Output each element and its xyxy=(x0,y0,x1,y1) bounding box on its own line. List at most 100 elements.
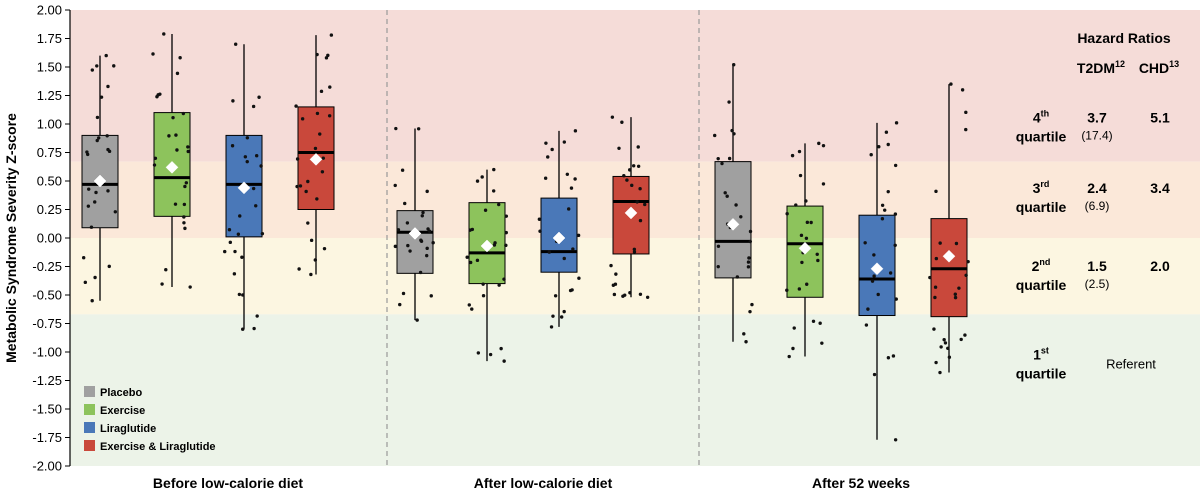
data-point xyxy=(877,145,881,149)
data-point xyxy=(504,230,508,235)
data-point xyxy=(938,370,942,375)
data-point xyxy=(174,133,178,137)
data-point xyxy=(181,111,186,116)
data-point xyxy=(295,157,300,161)
referent-label: Referent xyxy=(1106,357,1156,372)
data-point xyxy=(716,264,720,269)
data-point xyxy=(550,147,554,152)
data-point xyxy=(318,132,322,136)
data-point xyxy=(638,187,642,191)
data-point xyxy=(820,341,824,345)
data-point xyxy=(470,307,474,311)
data-point xyxy=(160,282,164,286)
data-point xyxy=(562,140,567,144)
data-point xyxy=(880,203,885,207)
data-point xyxy=(497,283,501,287)
data-point xyxy=(94,190,98,195)
data-point xyxy=(492,167,496,172)
mean-marker xyxy=(237,181,251,195)
data-point xyxy=(816,258,820,263)
data-point xyxy=(963,333,967,337)
data-point xyxy=(562,309,566,314)
data-point xyxy=(158,92,162,96)
data-point xyxy=(939,345,943,349)
data-point xyxy=(87,187,91,191)
data-point xyxy=(237,292,242,297)
data-point xyxy=(186,149,190,154)
box-exercise-3 xyxy=(785,141,826,359)
data-point xyxy=(957,286,961,290)
group-label-2: After low-calorie diet xyxy=(474,475,613,491)
data-point xyxy=(260,231,265,236)
data-point xyxy=(821,182,826,186)
data-point xyxy=(393,244,398,249)
data-point xyxy=(888,271,893,275)
data-point xyxy=(431,241,435,245)
data-point xyxy=(537,217,542,221)
box-placebo-1 xyxy=(81,53,119,303)
data-point xyxy=(746,265,751,269)
group-labels: Before low-calorie diet After low-calorie… xyxy=(153,475,910,491)
data-point xyxy=(178,56,182,60)
data-point xyxy=(329,33,334,37)
data-point xyxy=(570,288,574,292)
data-point xyxy=(90,68,95,72)
data-point xyxy=(636,145,640,149)
y-tick-label: 2.00 xyxy=(37,3,62,18)
data-point xyxy=(734,203,738,207)
data-point xyxy=(298,184,303,188)
data-point xyxy=(429,294,433,298)
data-point xyxy=(546,155,550,159)
data-point xyxy=(964,273,968,277)
data-point xyxy=(573,177,577,181)
data-point xyxy=(893,243,897,247)
data-point xyxy=(400,168,405,172)
data-point xyxy=(85,150,89,154)
data-point xyxy=(547,250,551,254)
hr-chd-value: 5.1 xyxy=(1150,110,1170,126)
legend-label: Exercise & Liraglutide xyxy=(100,441,216,453)
data-point xyxy=(947,355,952,359)
data-point xyxy=(886,142,890,147)
data-point xyxy=(476,351,481,355)
data-point xyxy=(785,212,789,216)
quartile-word: quartile xyxy=(1016,199,1067,215)
box-liraglutide-1 xyxy=(223,42,265,331)
data-point xyxy=(632,250,637,254)
legend-label: Liraglutide xyxy=(100,423,156,435)
mean-marker xyxy=(798,241,812,255)
box-exercise-2 xyxy=(465,167,509,363)
data-point xyxy=(735,275,740,279)
data-point xyxy=(636,164,641,168)
data-point xyxy=(872,372,877,377)
data-point xyxy=(468,260,473,265)
data-point xyxy=(184,181,189,185)
data-point xyxy=(419,238,423,242)
y-tick-label: 0.75 xyxy=(37,145,62,160)
data-point xyxy=(643,202,647,207)
data-point xyxy=(797,287,802,291)
data-point xyxy=(396,228,401,232)
data-point xyxy=(744,340,748,344)
hr-chd-value: 3.4 xyxy=(1150,180,1170,196)
data-point xyxy=(799,233,804,238)
data-point xyxy=(785,288,789,292)
data-point xyxy=(798,173,803,178)
y-tick-label: 1.00 xyxy=(37,117,62,132)
legend-swatch xyxy=(84,404,95,415)
y-tick-label: 0.25 xyxy=(37,202,62,217)
quartile-word: quartile xyxy=(1016,129,1067,145)
data-point xyxy=(747,256,751,260)
data-point xyxy=(241,293,245,297)
data-point xyxy=(162,32,166,36)
data-point xyxy=(175,148,179,152)
data-point xyxy=(934,189,938,194)
data-point xyxy=(309,238,314,243)
data-point xyxy=(393,183,397,188)
data-point xyxy=(933,285,938,289)
data-point xyxy=(549,325,554,329)
data-point xyxy=(259,164,263,168)
data-point xyxy=(95,138,99,143)
data-point xyxy=(255,314,259,318)
data-point xyxy=(620,120,624,124)
